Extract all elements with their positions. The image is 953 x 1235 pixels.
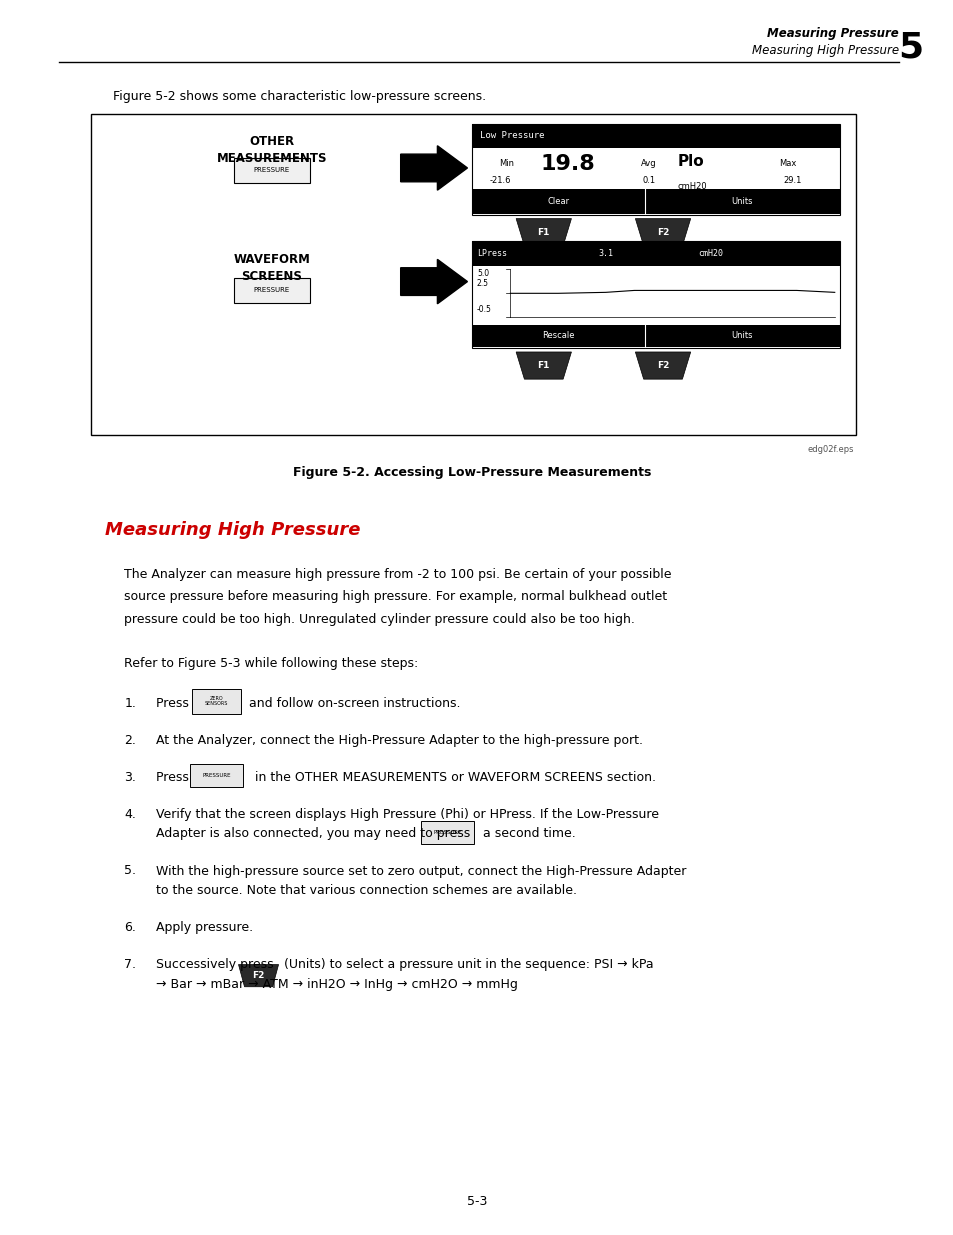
Bar <box>192 689 241 714</box>
Text: PRESSURE: PRESSURE <box>433 830 461 835</box>
Text: SCREENS: SCREENS <box>241 270 302 284</box>
Bar <box>472 124 839 215</box>
Text: 0.1: 0.1 <box>641 177 655 185</box>
Text: pressure could be too high. Unregulated cylinder pressure could also be too high: pressure could be too high. Unregulated … <box>124 613 635 626</box>
Text: Measuring Pressure: Measuring Pressure <box>766 27 898 41</box>
Text: 5-3: 5-3 <box>466 1194 487 1208</box>
Text: Measuring High Pressure: Measuring High Pressure <box>105 521 360 540</box>
Text: Apply pressure.: Apply pressure. <box>155 921 253 935</box>
Text: (Units) to select a pressure unit in the sequence: PSI → kPa: (Units) to select a pressure unit in the… <box>279 958 653 972</box>
Bar <box>190 764 243 787</box>
Text: 3.: 3. <box>125 771 136 784</box>
Text: F1: F1 <box>537 227 549 237</box>
Text: Max: Max <box>779 159 796 168</box>
Text: F1: F1 <box>537 361 549 370</box>
Text: Units: Units <box>731 196 752 206</box>
Text: Units: Units <box>731 331 752 341</box>
Text: 6.: 6. <box>125 921 136 935</box>
Text: F2: F2 <box>657 361 668 370</box>
Bar <box>472 124 839 148</box>
Text: With the high-pressure source set to zero output, connect the High-Pressure Adap: With the high-pressure source set to zer… <box>155 864 685 878</box>
Text: Adapter is also connected, you may need to press: Adapter is also connected, you may need … <box>155 827 474 841</box>
Text: 29.1: 29.1 <box>782 177 801 185</box>
Text: 3.1: 3.1 <box>598 248 613 258</box>
Text: At the Analyzer, connect the High-Pressure Adapter to the high-pressure port.: At the Analyzer, connect the High-Pressu… <box>155 734 641 747</box>
Bar <box>420 821 474 844</box>
Text: source pressure before measuring high pressure. For example, normal bulkhead out: source pressure before measuring high pr… <box>124 590 666 604</box>
Text: 5.: 5. <box>124 864 136 878</box>
Bar <box>472 241 839 266</box>
Text: Press: Press <box>155 697 193 710</box>
Text: Plo: Plo <box>677 154 703 169</box>
Text: Clear: Clear <box>547 196 569 206</box>
Text: 5: 5 <box>898 31 923 65</box>
Text: PRESSURE: PRESSURE <box>202 773 231 778</box>
Polygon shape <box>516 352 571 379</box>
Text: LPress: LPress <box>476 248 506 258</box>
Text: 1.: 1. <box>125 697 136 710</box>
Text: edg02f.eps: edg02f.eps <box>806 445 853 453</box>
Text: Rescale: Rescale <box>541 331 575 341</box>
Text: -21.6: -21.6 <box>489 177 511 185</box>
Polygon shape <box>238 965 278 987</box>
Text: WAVEFORM: WAVEFORM <box>233 253 310 267</box>
Bar <box>472 325 839 347</box>
Text: in the OTHER MEASUREMENTS or WAVEFORM SCREENS section.: in the OTHER MEASUREMENTS or WAVEFORM SC… <box>251 771 656 784</box>
Text: MEASUREMENTS: MEASUREMENTS <box>216 152 327 165</box>
Text: Refer to Figure 5-3 while following these steps:: Refer to Figure 5-3 while following thes… <box>124 657 417 671</box>
Text: PRESSURE: PRESSURE <box>253 288 290 293</box>
Polygon shape <box>400 259 467 304</box>
Text: PRESSURE: PRESSURE <box>253 168 290 173</box>
Text: → Bar → mBar → ATM → inH2O → InHg → cmH2O → mmHg: → Bar → mBar → ATM → inH2O → InHg → cmH2… <box>155 978 517 992</box>
Text: The Analyzer can measure high pressure from -2 to 100 psi. Be certain of your po: The Analyzer can measure high pressure f… <box>124 568 671 582</box>
Polygon shape <box>635 219 690 246</box>
Text: 2.5: 2.5 <box>476 279 489 288</box>
Text: cmH20: cmH20 <box>677 182 706 190</box>
Text: Figure 5-2 shows some characteristic low-pressure screens.: Figure 5-2 shows some characteristic low… <box>112 90 485 104</box>
Text: cmH20: cmH20 <box>698 248 722 258</box>
Bar <box>472 189 839 214</box>
Text: -0.5: -0.5 <box>476 305 492 314</box>
Text: Low Pressure: Low Pressure <box>479 131 544 141</box>
Text: Verify that the screen displays High Pressure (Phi) or HPress. If the Low-Pressu: Verify that the screen displays High Pre… <box>155 808 658 821</box>
Text: F2: F2 <box>657 227 668 237</box>
Text: Successively press: Successively press <box>155 958 276 972</box>
Text: Press: Press <box>155 771 193 784</box>
Text: and follow on-screen instructions.: and follow on-screen instructions. <box>249 697 460 710</box>
Text: 2.: 2. <box>125 734 136 747</box>
Polygon shape <box>516 219 571 246</box>
Text: Avg: Avg <box>640 159 656 168</box>
Text: 7.: 7. <box>124 958 136 972</box>
Text: Figure 5-2. Accessing Low-Pressure Measurements: Figure 5-2. Accessing Low-Pressure Measu… <box>293 466 651 479</box>
Text: a second time.: a second time. <box>478 827 575 841</box>
Text: 4.: 4. <box>125 808 136 821</box>
Text: OTHER: OTHER <box>249 135 294 148</box>
Polygon shape <box>635 352 690 379</box>
Bar <box>233 278 310 303</box>
Text: ZERO
SENSORS: ZERO SENSORS <box>205 697 228 706</box>
Text: 5.0: 5.0 <box>476 269 489 278</box>
Text: Min: Min <box>498 159 514 168</box>
Bar <box>472 241 839 348</box>
Polygon shape <box>400 146 467 190</box>
Text: 19.8: 19.8 <box>539 154 595 174</box>
Text: to the source. Note that various connection schemes are available.: to the source. Note that various connect… <box>155 884 576 898</box>
Bar <box>233 158 310 183</box>
FancyBboxPatch shape <box>91 114 855 435</box>
Text: Measuring High Pressure: Measuring High Pressure <box>751 44 898 58</box>
Text: F2: F2 <box>253 971 264 981</box>
